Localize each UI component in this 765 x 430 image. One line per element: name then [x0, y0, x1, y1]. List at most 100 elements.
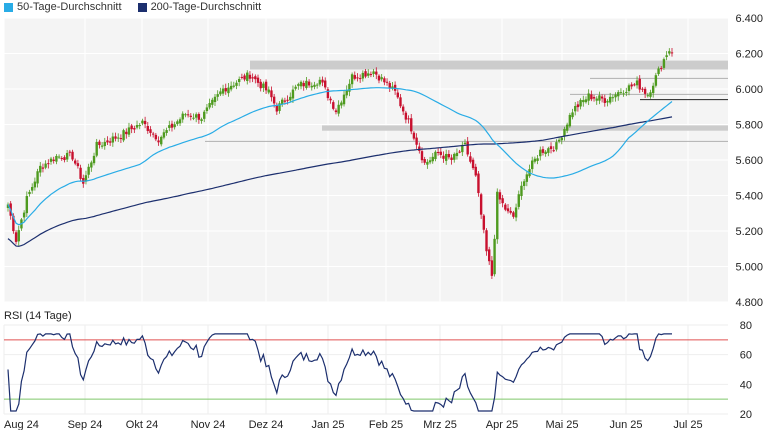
- candle-up: [668, 48, 671, 56]
- candle-body: [329, 98, 332, 101]
- candle-up: [337, 100, 340, 117]
- candle-up: [342, 90, 346, 107]
- candle-body: [498, 192, 502, 200]
- candle-body: [423, 159, 426, 163]
- candle-body: [57, 156, 61, 158]
- candle-down: [356, 73, 359, 82]
- candle-body: [565, 124, 569, 131]
- x-tick-label: Jul 25: [673, 419, 702, 430]
- candle-body: [383, 78, 386, 83]
- candle-up: [372, 68, 375, 78]
- candle-body: [525, 174, 529, 182]
- candle-body: [641, 88, 644, 90]
- price-y-tick-label: 4.800: [735, 297, 763, 309]
- candle-body: [485, 230, 488, 252]
- ma200-line: [7, 116, 673, 247]
- candle-down: [251, 73, 254, 83]
- candle-up: [246, 70, 249, 85]
- candle-body: [291, 89, 295, 99]
- candle-up: [606, 99, 609, 107]
- candle-up: [30, 183, 34, 194]
- candle-up: [213, 94, 217, 106]
- candle-body: [294, 86, 297, 89]
- candle-down: [369, 71, 373, 78]
- candle-down: [383, 76, 386, 86]
- candle-up: [219, 87, 222, 97]
- candle-body: [579, 99, 582, 107]
- candle-up: [168, 120, 171, 132]
- candle-down: [114, 132, 117, 142]
- candle-body: [496, 191, 499, 240]
- candle-body: [574, 106, 577, 112]
- candle-body: [541, 149, 545, 153]
- candle-body: [103, 141, 106, 147]
- rsi-y-axis: 20 40 60 80: [740, 320, 752, 421]
- candle-body: [665, 55, 668, 58]
- candle-body: [154, 134, 158, 140]
- candle-up: [646, 92, 650, 98]
- ma50-line: [7, 87, 673, 226]
- candle-up: [176, 119, 179, 126]
- candle-body: [264, 81, 268, 91]
- candle-up: [141, 118, 144, 126]
- candle-body: [506, 208, 510, 212]
- candle-up: [574, 102, 577, 116]
- candle-up: [350, 72, 354, 88]
- candle-up: [348, 79, 351, 97]
- candle-body: [160, 136, 163, 145]
- candle-down: [576, 101, 580, 112]
- price-y-tick-label: 5.200: [735, 226, 763, 238]
- legend-item-ma200[interactable]: 200-Tage-Durchschnitt: [137, 1, 261, 13]
- candle-body: [434, 151, 437, 160]
- legend-item-ma50[interactable]: 50-Tage-Durchschnitt: [4, 1, 122, 13]
- candle-body: [415, 137, 418, 145]
- candle-up: [444, 149, 448, 165]
- candle-up: [216, 90, 219, 101]
- candle-up: [205, 103, 209, 114]
- candle-down: [302, 80, 305, 91]
- candle-body: [563, 128, 566, 137]
- candle-down: [412, 131, 416, 141]
- chart-legend: 50-Tage-Durchschnitt 200-Tage-Durchschni…: [4, 0, 277, 14]
- x-tick-label: Nov 24: [191, 419, 226, 430]
- candle-down: [332, 100, 335, 111]
- candle-down: [324, 77, 327, 90]
- candle-body: [151, 133, 155, 135]
- candle-body: [517, 194, 520, 207]
- candle-body: [125, 131, 128, 135]
- candle-down: [60, 156, 63, 161]
- candle-body: [643, 88, 647, 94]
- candle-down: [436, 147, 440, 156]
- candle-up: [635, 76, 639, 89]
- candle-body: [396, 92, 399, 98]
- rsi-y-tick-label: 20: [740, 409, 752, 421]
- candle-body: [315, 84, 319, 86]
- candle-body: [246, 72, 249, 81]
- candle-body: [71, 151, 74, 160]
- candle-body: [372, 71, 375, 74]
- candle-body: [560, 137, 563, 141]
- candle-down: [71, 149, 74, 162]
- candle-body: [576, 104, 580, 108]
- candle-body: [622, 93, 625, 95]
- candle-body: [189, 115, 193, 117]
- candle-up: [428, 156, 432, 165]
- candle-down: [458, 149, 461, 154]
- candle-up: [192, 113, 195, 121]
- candle-body: [17, 230, 20, 242]
- candle-body: [213, 96, 217, 103]
- candle-body: [63, 157, 66, 161]
- candle-body: [95, 141, 98, 156]
- legend-label-ma50: 50-Tage-Durchschnitt: [17, 1, 122, 13]
- candle-down: [68, 149, 72, 157]
- candle-up: [267, 86, 270, 95]
- candle-up: [237, 76, 241, 87]
- candle-body: [345, 89, 348, 96]
- price-y-tick-label: 6.200: [735, 49, 763, 61]
- candle-body: [262, 83, 265, 88]
- price-y-tick-label: 5.400: [735, 191, 763, 203]
- x-tick-label: Sep 24: [68, 419, 103, 430]
- candle-down: [592, 94, 596, 102]
- candle-down: [326, 87, 330, 101]
- candle-up: [345, 85, 348, 99]
